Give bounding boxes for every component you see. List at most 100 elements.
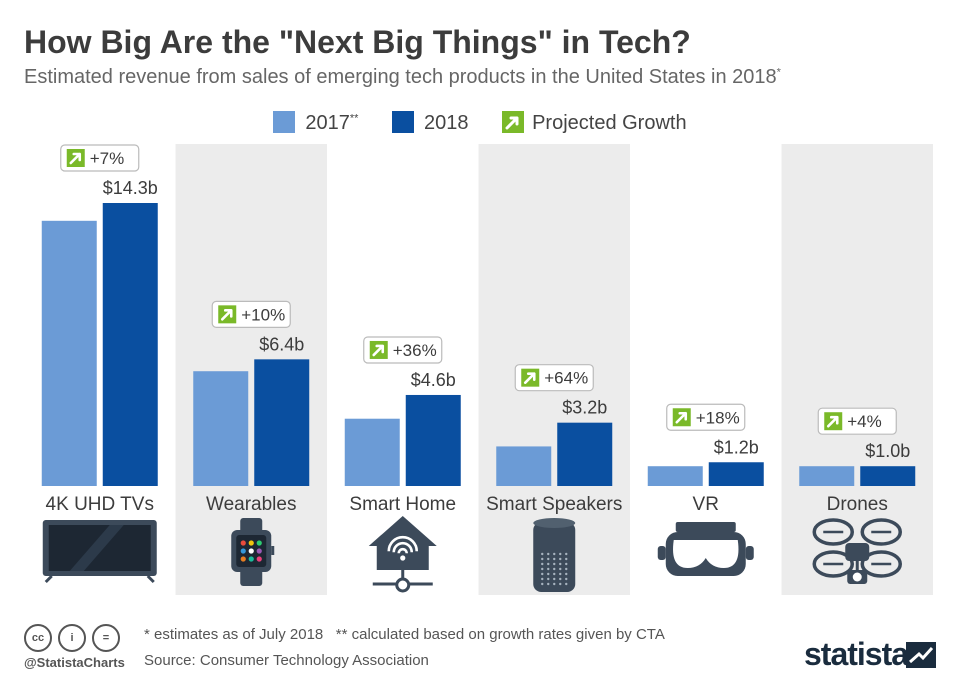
watch-app-dot — [248, 548, 254, 554]
statista-charts-handle: @StatistaCharts — [24, 655, 125, 670]
watch-app-dot — [240, 556, 246, 562]
value-label: $1.2b — [714, 437, 759, 457]
legend-label-growth: Projected Growth — [532, 112, 687, 134]
speaker-grille-dot — [553, 557, 556, 561]
footnote-growth-rates: ** calculated based on growth rates give… — [335, 626, 665, 643]
growth-arrow-icon — [502, 111, 525, 133]
bar-2017 — [647, 466, 703, 486]
watch-app-dot — [256, 556, 262, 562]
speaker-grille-dot — [541, 577, 544, 581]
drone-body — [845, 543, 870, 561]
speaker-grille-dot — [541, 582, 544, 586]
bar-2017 — [344, 418, 400, 486]
speaker-grille-dot — [559, 577, 562, 581]
speaker-grille-dot — [541, 562, 544, 566]
value-label: $6.4b — [259, 334, 304, 354]
speaker-grille-dot — [565, 557, 568, 561]
bar-2018 — [254, 359, 310, 486]
legend: 2017** 2018 Projected Growth — [0, 111, 960, 135]
no-derivatives-icon: = — [92, 624, 120, 652]
watch-app-dot — [240, 548, 246, 554]
growth-label: +64% — [544, 369, 588, 388]
smart-speaker-icon — [533, 518, 576, 592]
drone-rotor-guard — [860, 550, 902, 578]
speaker-grille-dot — [559, 552, 562, 556]
legend-swatch-2017 — [273, 111, 296, 133]
growth-label: +10% — [241, 305, 285, 324]
drone-camera-lens — [852, 572, 862, 582]
speaker-grille-dot — [547, 572, 550, 576]
speaker-grille-dot — [541, 567, 544, 571]
legend-swatch-2018 — [392, 111, 415, 133]
speaker-grille-dot — [547, 582, 550, 586]
subtitle-footnote-mark: * — [776, 66, 781, 79]
category-panel — [781, 144, 933, 595]
speaker-grille-dot — [541, 552, 544, 556]
value-label: $3.2b — [562, 398, 607, 418]
footnotes: * estimates as of July 2018 ** calculate… — [144, 626, 665, 643]
speaker-grille-dot — [541, 557, 544, 561]
growth-arrow-glyph — [826, 415, 839, 428]
wifi-arc — [392, 541, 414, 553]
source-note: Source: Consumer Technology Association — [144, 652, 429, 669]
speaker-grille-dot — [565, 582, 568, 586]
watch-app-dot — [248, 556, 254, 562]
tv-glare — [69, 525, 124, 571]
watch-app-dot — [256, 540, 262, 546]
statista-logo-icon — [906, 642, 936, 668]
bar-2018 — [708, 462, 764, 486]
vr-strap — [675, 522, 736, 532]
value-label: $1.0b — [865, 441, 910, 461]
wifi-arc — [397, 547, 409, 554]
legend-item-growth: Projected Growth — [502, 111, 687, 135]
category-label: Wearables — [206, 494, 296, 515]
growth-badge: +10% — [211, 300, 291, 328]
speaker-grille-dot — [565, 577, 568, 581]
category-label: Smart Home — [349, 494, 456, 515]
speaker-grille-dot — [547, 567, 550, 571]
watch-app-dot — [240, 540, 246, 546]
creative-commons-icon: cc — [24, 624, 52, 652]
speaker-grille-dot — [559, 572, 562, 576]
wifi-arc — [387, 535, 419, 552]
bar-2018 — [405, 394, 461, 486]
bar-2017 — [193, 371, 249, 486]
growth-label: +4% — [847, 412, 882, 431]
watch-app-dot — [256, 548, 262, 554]
speaker-grille-dot — [547, 562, 550, 566]
subtitle-text: Estimated revenue from sales of emerging… — [24, 66, 777, 88]
vr-side-left — [657, 546, 666, 560]
bar-2017 — [496, 446, 552, 486]
speaker-grille-dot — [553, 552, 556, 556]
watch-crown — [271, 546, 275, 555]
category-label: VR — [693, 494, 719, 515]
bar-2017 — [41, 220, 97, 486]
vr-headset-icon — [657, 522, 754, 576]
growth-arrow-glyph — [523, 372, 536, 384]
speaker-grille-dot — [553, 562, 556, 566]
legend-label-2017: 2017 — [305, 112, 350, 134]
growth-arrow-glyph — [675, 411, 688, 424]
vr-visor — [673, 540, 739, 568]
tv-icon — [42, 520, 157, 584]
bar-2018 — [860, 466, 916, 486]
growth-badge: +7% — [60, 144, 140, 172]
speaker-top — [533, 518, 576, 528]
speaker-grille-dot — [559, 557, 562, 561]
speaker-grille-dot — [565, 562, 568, 566]
chart-subtitle: Estimated revenue from sales of emerging… — [24, 66, 781, 89]
category-label: Smart Speakers — [486, 494, 622, 515]
legend-footnote-mark-2017: ** — [349, 112, 359, 125]
value-label: $4.6b — [411, 370, 456, 390]
category-label: Drones — [827, 494, 888, 515]
network-node — [395, 577, 411, 593]
speaker-grille-dot — [553, 577, 556, 581]
growth-badge: +18% — [666, 403, 746, 431]
attribution-icon: i — [58, 624, 86, 652]
drone-rotor-guard — [860, 518, 902, 546]
speaker-grille-dot — [553, 582, 556, 586]
chart-title: How Big Are the "Next Big Things" in Tec… — [24, 24, 691, 60]
tv-stand — [44, 574, 155, 584]
bar-2018 — [557, 422, 613, 486]
